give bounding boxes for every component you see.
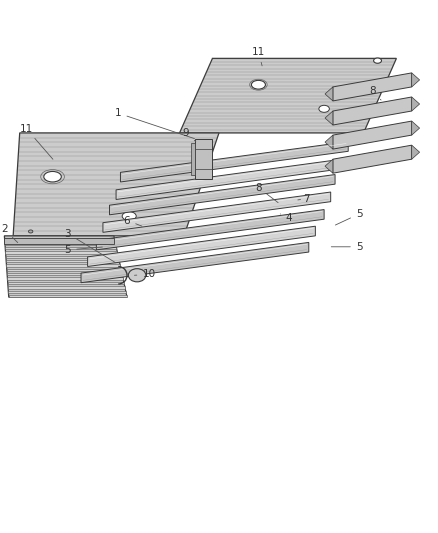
Polygon shape	[110, 174, 335, 215]
Polygon shape	[7, 278, 123, 280]
Polygon shape	[81, 243, 309, 282]
Polygon shape	[7, 269, 121, 271]
Polygon shape	[333, 97, 412, 125]
Text: 4: 4	[280, 213, 293, 223]
Text: 11: 11	[252, 47, 265, 66]
Polygon shape	[116, 159, 342, 199]
Polygon shape	[412, 73, 420, 87]
Ellipse shape	[319, 106, 329, 112]
Polygon shape	[6, 260, 119, 262]
Text: 3: 3	[64, 229, 116, 263]
Text: 10: 10	[134, 269, 155, 279]
Text: 9: 9	[183, 128, 196, 142]
Text: 6: 6	[124, 215, 142, 226]
Polygon shape	[8, 282, 124, 284]
Polygon shape	[412, 121, 420, 135]
Text: 2: 2	[1, 224, 18, 243]
Polygon shape	[180, 59, 396, 133]
Text: 5: 5	[64, 245, 102, 255]
Text: 7: 7	[298, 193, 310, 204]
Polygon shape	[5, 251, 117, 254]
Polygon shape	[333, 73, 412, 101]
Polygon shape	[8, 286, 125, 288]
Polygon shape	[9, 295, 127, 297]
Ellipse shape	[251, 80, 265, 89]
Polygon shape	[13, 133, 219, 236]
Polygon shape	[96, 209, 324, 250]
Text: 5: 5	[331, 242, 363, 252]
Polygon shape	[325, 111, 333, 125]
Text: 8: 8	[255, 183, 278, 203]
Polygon shape	[325, 135, 333, 149]
Polygon shape	[333, 145, 412, 173]
Ellipse shape	[44, 172, 61, 182]
Polygon shape	[120, 142, 348, 182]
Ellipse shape	[28, 230, 33, 233]
Polygon shape	[4, 236, 127, 297]
Polygon shape	[325, 87, 333, 101]
Polygon shape	[8, 290, 126, 293]
Polygon shape	[6, 255, 118, 258]
Ellipse shape	[122, 212, 136, 221]
Text: 5: 5	[336, 209, 363, 225]
Text: 8: 8	[369, 86, 381, 100]
Polygon shape	[412, 97, 420, 111]
Polygon shape	[191, 143, 195, 175]
Ellipse shape	[374, 58, 381, 63]
Polygon shape	[7, 264, 120, 266]
Polygon shape	[88, 226, 315, 266]
Polygon shape	[7, 273, 122, 276]
Ellipse shape	[128, 269, 146, 282]
Polygon shape	[412, 145, 420, 159]
Polygon shape	[195, 140, 212, 179]
Text: 11: 11	[20, 124, 53, 159]
Text: 1: 1	[115, 108, 194, 139]
Polygon shape	[4, 238, 114, 244]
Polygon shape	[333, 121, 412, 149]
Polygon shape	[4, 238, 114, 240]
Polygon shape	[103, 192, 331, 232]
Polygon shape	[5, 243, 115, 245]
Polygon shape	[325, 159, 333, 173]
Polygon shape	[5, 247, 116, 249]
